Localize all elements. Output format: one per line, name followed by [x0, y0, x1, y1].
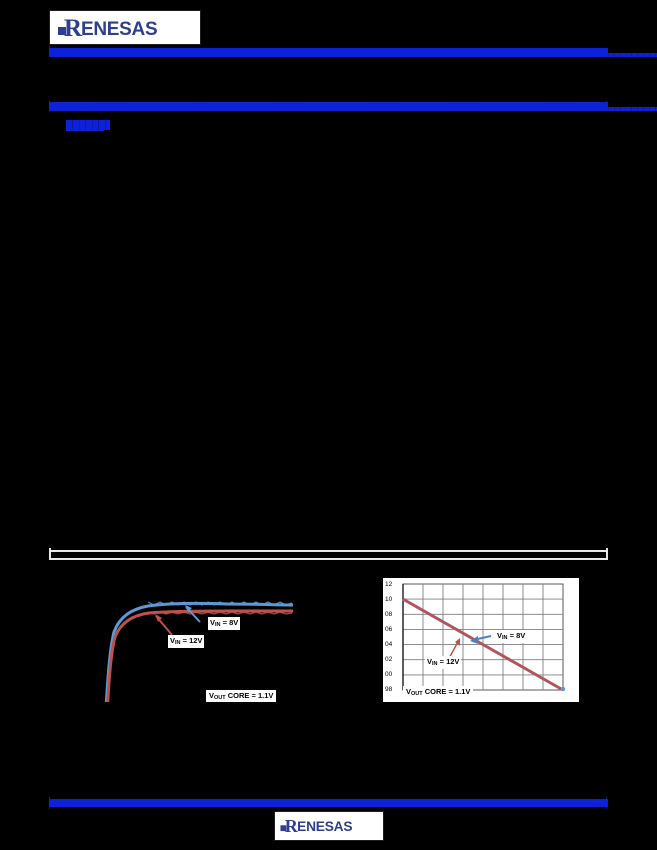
vout-suffix: CORE = 1.1V: [225, 691, 274, 700]
vin12-prefix: V: [170, 636, 176, 645]
redaction-mask-left-margin: [0, 560, 88, 710]
ytick-label-7: 98: [385, 686, 393, 693]
section-bar-tick-right: [606, 100, 607, 113]
load-regulation-plot: [402, 583, 566, 692]
redaction-mask-left-edge: [0, 0, 49, 140]
vin8-subscript: IN: [502, 635, 508, 641]
renesas-wordmark-icon-footer: R ENESAS: [280, 816, 353, 836]
redaction-mask-between-figures: [300, 560, 380, 710]
ytick-label-1: 10: [385, 596, 393, 603]
ytick-label-0: 12: [385, 581, 393, 588]
vin12-subscript: IN: [175, 640, 181, 646]
renesas-logo-footer: R ENESAS: [274, 811, 384, 841]
ytick-label-4: 04: [385, 641, 393, 648]
svg-text:R: R: [64, 15, 83, 41]
ytick-label-5: 02: [385, 656, 393, 663]
divider-edge-right: [606, 548, 608, 562]
divider-rule-top: [49, 550, 608, 552]
vin8-prefix: V: [210, 618, 216, 627]
vin8-arrow-icon: [470, 635, 492, 644]
series-line-vin12: [105, 609, 293, 715]
section-blue-bar: [49, 102, 608, 111]
vout-suffix: CORE = 1.1V: [422, 687, 471, 696]
vin12-suffix: = 12V: [180, 636, 203, 645]
ytick-label-6: 00: [385, 671, 393, 678]
vout-core-note-left: VOUT CORE = 1.1V: [206, 690, 277, 703]
header-blue-bar: [49, 48, 608, 57]
redaction-mask-body: [0, 140, 657, 545]
vout-subscript: OUT: [214, 695, 226, 701]
svg-text:ENESAS: ENESAS: [81, 19, 157, 40]
series-endpoint-marker: [560, 686, 566, 692]
load-regulation-figure: 12 10 08 06 04 02 00 98 VIN = 8V VIN = 1…: [383, 578, 579, 702]
vin8-suffix: = 8V: [507, 631, 526, 640]
renesas-logo-header: R ENESAS: [49, 10, 201, 45]
ytick-label-3: 06: [385, 626, 393, 633]
bar-tick-right: [606, 46, 607, 59]
vin12-arrow-icon: [155, 614, 173, 636]
redaction-mask-link-row: [110, 115, 657, 139]
redaction-mask-below-figures: [0, 702, 657, 797]
footer-blue-bar: [49, 799, 608, 807]
document-link[interactable]: ███████: [66, 120, 113, 130]
section-bar-tick-left: [49, 100, 50, 113]
vout-subscript: OUT: [411, 691, 423, 697]
vin8-prefix: V: [497, 631, 503, 640]
vout-prefix: V: [209, 691, 215, 700]
vin8-arrow-icon: [185, 605, 201, 623]
vin8-callout-left: VIN = 8V: [208, 617, 241, 630]
divider-rule-bottom: [49, 558, 608, 560]
bar-tick-left: [49, 46, 50, 59]
efficiency-plot: [104, 601, 294, 715]
vin8-callout-right: VIN = 8V: [495, 630, 528, 643]
footer-bar-tick-right: [606, 797, 607, 809]
footer-bar-tick-left: [49, 797, 50, 809]
vin12-callout-right: VIN = 12V: [425, 656, 462, 669]
vin8-subscript: IN: [215, 622, 221, 628]
svg-text:ENESAS: ENESAS: [297, 819, 352, 834]
vin12-subscript: IN: [432, 661, 438, 667]
series-line-vin12: [402, 597, 564, 692]
divider-edge-left: [49, 548, 51, 562]
efficiency-figure: VIN = 8V VIN = 12V VOUT CORE = 1.1V: [88, 590, 300, 715]
document-link-underline: [66, 130, 104, 131]
ytick-label-2: 08: [385, 611, 393, 618]
redaction-mask-header-right: [201, 0, 657, 48]
vout-core-note-right: VOUT CORE = 1.1V: [403, 686, 474, 699]
svg-text:R: R: [285, 816, 299, 836]
vin12-callout-left: VIN = 12V: [168, 635, 205, 648]
renesas-wordmark-icon: R ENESAS: [58, 15, 158, 41]
vin12-suffix: = 12V: [437, 657, 460, 666]
vin12-prefix: V: [427, 657, 433, 666]
redaction-mask-upper-body: [0, 57, 657, 101]
vout-prefix: V: [406, 687, 412, 696]
vin8-suffix: = 8V: [220, 618, 239, 627]
redaction-mask-right-margin: [579, 560, 657, 710]
